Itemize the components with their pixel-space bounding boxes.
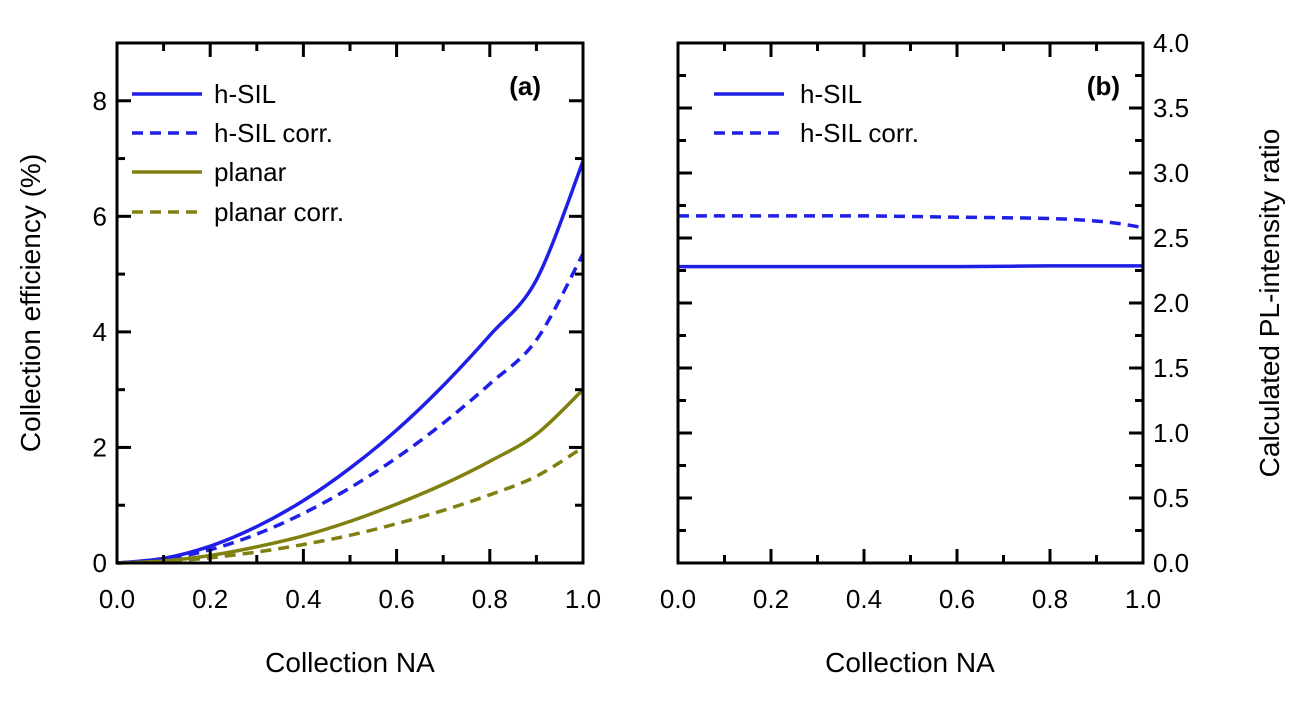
- panel-a-label: (a): [509, 71, 541, 101]
- panel-a-ytick-label: 4: [93, 317, 107, 347]
- panel-a-xtick-label: 0.8: [472, 584, 508, 614]
- panel-a-series-planar-corr: [116, 445, 584, 565]
- panel-b-ytick-label: 3.5: [1153, 93, 1189, 123]
- panel-a-xtick-label: 0.4: [285, 584, 321, 614]
- panel-a-ytick-label: 2: [93, 432, 107, 462]
- panel-b: 0.0 0.2 0.4 0.6 0.8 1.0 0.0 0.5 1.0 1.5 2.0 2.5 3.0 3…: [660, 28, 1285, 678]
- panel-a-legend: h-SIL h-SIL corr. planar planar corr.: [132, 79, 344, 227]
- panel-a-ticks: 0.0 0.2 0.4 0.6 0.8 1.0 0 2 4 6 8: [93, 41, 601, 614]
- panel-b-xtick-label: 0.0: [660, 584, 696, 614]
- panel-b-ticks: 0.0 0.2 0.4 0.6 0.8 1.0 0.0 0.5 1.0 1.5 2.0 2.5 3.0 3…: [660, 28, 1189, 614]
- panel-b-xtick-label: 0.4: [846, 584, 882, 614]
- panel-a-xlabel: Collection NA: [265, 647, 435, 678]
- panel-b-xtick-label: 1.0: [1125, 584, 1161, 614]
- panel-a-xtick-label: 1.0: [565, 584, 601, 614]
- panel-b-series-h-sil-corr: [678, 214, 1144, 230]
- panel-b-ylabel: Calculated PL-intensity ratio: [1254, 129, 1285, 478]
- panel-b-series-h-sil: [677, 264, 1144, 269]
- panel-a-series: [116, 160, 585, 565]
- panel-b-label: (b): [1087, 71, 1120, 101]
- legend-label-h-sil-corr: h-SIL corr.: [214, 118, 333, 148]
- panel-b-legend: h-SIL h-SIL corr.: [714, 79, 919, 148]
- panel-b-ytick-label: 0.0: [1153, 548, 1189, 578]
- panel-a-series-h-sil: [116, 160, 585, 565]
- panel-b-ytick-label: 3.0: [1153, 158, 1189, 188]
- legend-label-planar-corr: planar corr.: [214, 197, 344, 227]
- panel-b-xtick-label: 0.2: [753, 584, 789, 614]
- panel-a-xtick-label: 0.6: [379, 584, 415, 614]
- panel-b-ytick-label: 2.0: [1153, 288, 1189, 318]
- panel-b-ytick-label: 2.5: [1153, 223, 1189, 253]
- legend-label-planar: planar: [214, 157, 287, 187]
- legend-label-h-sil: h-SIL: [800, 79, 862, 109]
- panel-b-ytick-label: 1.5: [1153, 353, 1189, 383]
- panel-b-ytick-label: 0.5: [1153, 483, 1189, 513]
- panel-b-ytick-label: 4.0: [1153, 28, 1189, 58]
- panel-a-ytick-label: 0: [93, 548, 107, 578]
- panel-b-xtick-label: 0.6: [939, 584, 975, 614]
- legend-label-h-sil-corr: h-SIL corr.: [800, 118, 919, 148]
- panel-a-series-h-sil-corr: [116, 253, 585, 565]
- panel-a: 0.0 0.2 0.4 0.6 0.8 1.0 0 2 4 6 8 Collection NA Co…: [15, 41, 601, 678]
- panel-a-xtick-label: 0.0: [99, 584, 135, 614]
- panel-b-series: [677, 214, 1144, 269]
- panel-b-xlabel: Collection NA: [825, 647, 995, 678]
- panel-b-xtick-label: 0.8: [1032, 584, 1068, 614]
- panel-a-xtick-label: 0.2: [192, 584, 228, 614]
- legend-label-h-sil: h-SIL: [214, 79, 276, 109]
- panel-b-ytick-label: 1.0: [1153, 418, 1189, 448]
- panel-a-ylabel: Collection efficiency (%): [15, 154, 46, 452]
- panel-a-ytick-label: 6: [93, 201, 107, 231]
- panel-a-ytick-label: 8: [93, 86, 107, 116]
